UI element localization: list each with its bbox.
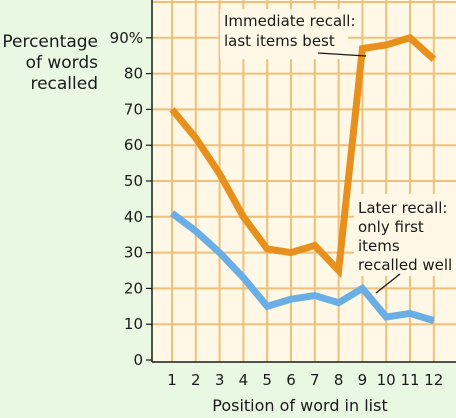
annotation-text-later: items: [358, 237, 400, 255]
data-point-later: [242, 277, 244, 279]
data-point-later: [385, 316, 387, 318]
x-tick-label: 8: [334, 371, 344, 389]
data-point-immediate: [242, 216, 244, 218]
x-tick-label: 10: [377, 371, 396, 389]
annotation-text-immediate: Immediate recall:: [224, 12, 356, 30]
y-tick-labels: 0 10 20 30 40 50 60 70 80 90%: [110, 29, 143, 369]
x-tick-label: 6: [286, 371, 296, 389]
y-axis-label-line: Percentage: [2, 32, 98, 52]
data-point-immediate: [314, 244, 316, 246]
data-point-later: [171, 212, 173, 214]
data-point-immediate: [195, 137, 197, 139]
annotation-background: [220, 9, 348, 59]
data-point-immediate: [219, 173, 221, 175]
x-axis-label: Position of word in list: [212, 396, 387, 415]
annotations: Immediate recall: last items best Later re…: [220, 9, 456, 294]
y-axis-label-line: recalled: [30, 74, 98, 94]
x-tick-label: 4: [239, 371, 249, 389]
y-tick-label: 90%: [110, 29, 143, 47]
x-tick-label: 11: [400, 371, 419, 389]
y-tick-label: 40: [124, 208, 143, 226]
x-tick-label: 1: [167, 371, 177, 389]
annotation-text-immediate: last items best: [224, 32, 335, 50]
y-tick-label: 0: [133, 351, 143, 369]
data-point-immediate: [290, 252, 292, 254]
y-tick-label: 80: [124, 65, 143, 83]
annotation-text-later: only first: [358, 218, 424, 236]
series-line-immediate: [169, 33, 437, 279]
y-tick-label: 50: [124, 172, 143, 190]
y-tick-label: 20: [124, 279, 143, 297]
data-point-immediate: [361, 48, 363, 50]
data-point-immediate: [338, 270, 340, 271]
axes: [146, 0, 456, 363]
x-tick-label: 3: [215, 371, 225, 389]
annotation-text-later: recalled well: [358, 256, 452, 274]
data-point-later: [338, 302, 340, 304]
data-point-later: [195, 230, 197, 232]
data-point-later: [361, 287, 363, 289]
annotation-leader-later: [375, 273, 401, 294]
x-tick-label: 5: [262, 371, 272, 389]
data-point-later: [314, 295, 316, 297]
annotation-leader-immediate: [317, 52, 367, 57]
data-point-later: [266, 305, 268, 307]
data-point-immediate: [385, 44, 387, 46]
data-point-immediate: [266, 248, 268, 250]
y-axis-label: Percentage of words recalled: [0, 32, 98, 95]
data-point-immediate: [409, 37, 411, 39]
data-point-immediate: [171, 108, 173, 110]
x-tick-labels: 1 2 3 4 5 6 7 8 9 10 11 12: [167, 371, 443, 389]
x-tick-label: 9: [358, 371, 368, 389]
y-axis-label-line: of words: [25, 53, 98, 73]
y-tick-label: 60: [124, 136, 143, 154]
series-line-later: [169, 210, 435, 324]
y-tick-label: 30: [124, 244, 143, 262]
y-tick-label: 10: [124, 315, 143, 333]
data-point-later: [290, 298, 292, 300]
data-point-later: [219, 252, 221, 254]
y-tick-label: 70: [124, 100, 143, 118]
series-group: [169, 33, 437, 324]
x-tick-label: 12: [424, 371, 443, 389]
data-point-immediate: [433, 58, 435, 60]
x-tick-label: 2: [191, 371, 201, 389]
data-point-later: [433, 320, 435, 322]
data-point-later: [409, 312, 411, 314]
annotation-text-later: Later recall:: [358, 199, 448, 217]
annotation-background: [354, 194, 456, 276]
x-tick-label: 7: [310, 371, 320, 389]
